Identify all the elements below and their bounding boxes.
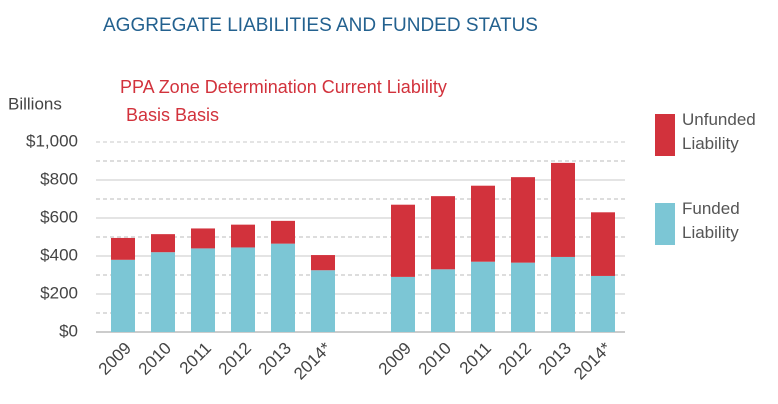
bar-segment — [191, 228, 215, 249]
bar-segment — [431, 269, 455, 332]
x-tick-label: 2012 — [495, 339, 535, 379]
x-tick-label: 2009 — [375, 339, 415, 379]
annotation: PPA Zone Determination Current Liability — [120, 77, 447, 97]
legend-label: Unfunded Liability — [682, 110, 756, 153]
bar-segment — [471, 261, 495, 332]
bar-segment — [111, 259, 135, 332]
x-tick-label: 2011 — [456, 339, 495, 378]
chart-title: AGGREGATE LIABILITIES AND FUNDED STATUS — [103, 15, 538, 36]
bar-segment — [271, 220, 295, 244]
bar-segment — [551, 162, 575, 257]
bar-segment — [391, 276, 415, 332]
bar-segment — [231, 247, 255, 332]
bar-segment — [311, 255, 335, 271]
legend-label: Funded Liability — [682, 199, 740, 242]
bar-segment — [151, 252, 175, 332]
y-tick-label: $1,000 — [26, 131, 78, 150]
bar-segment — [511, 262, 535, 332]
y-tick-label: $200 — [40, 283, 78, 302]
y-tick-label: $0 — [59, 321, 78, 340]
bar-segment — [551, 256, 575, 332]
x-tick-label: 2013 — [535, 339, 575, 379]
x-tick-label: 2010 — [415, 339, 455, 379]
bar-segment — [391, 204, 415, 277]
x-tick-label: 2010 — [135, 339, 175, 379]
bar-segment — [511, 177, 535, 263]
y-tick-label: $600 — [40, 207, 78, 226]
bar-segment — [111, 237, 135, 260]
y-axis-label: Billions — [8, 94, 62, 113]
bar-segment — [231, 224, 255, 248]
bar-segment — [431, 196, 455, 270]
bar-segment — [311, 270, 335, 332]
x-tick-label: 2011 — [176, 339, 215, 378]
x-tick-label: 2009 — [95, 339, 135, 379]
legend-swatch — [655, 114, 675, 156]
bar-segment — [591, 275, 615, 332]
bar-segment — [591, 212, 615, 276]
bar-segment — [191, 248, 215, 332]
x-tick-label: 2014* — [290, 338, 335, 383]
bar-segment — [151, 234, 175, 253]
y-tick-label: $400 — [40, 245, 78, 264]
bar-segment — [271, 243, 295, 332]
x-tick-label: 2014* — [570, 338, 615, 383]
x-tick-label: 2012 — [215, 339, 255, 379]
annotation: Basis Basis — [126, 105, 219, 125]
bar-segment — [471, 185, 495, 262]
y-tick-label: $800 — [40, 169, 78, 188]
x-tick-label: 2013 — [255, 339, 295, 379]
legend-swatch — [655, 203, 675, 245]
